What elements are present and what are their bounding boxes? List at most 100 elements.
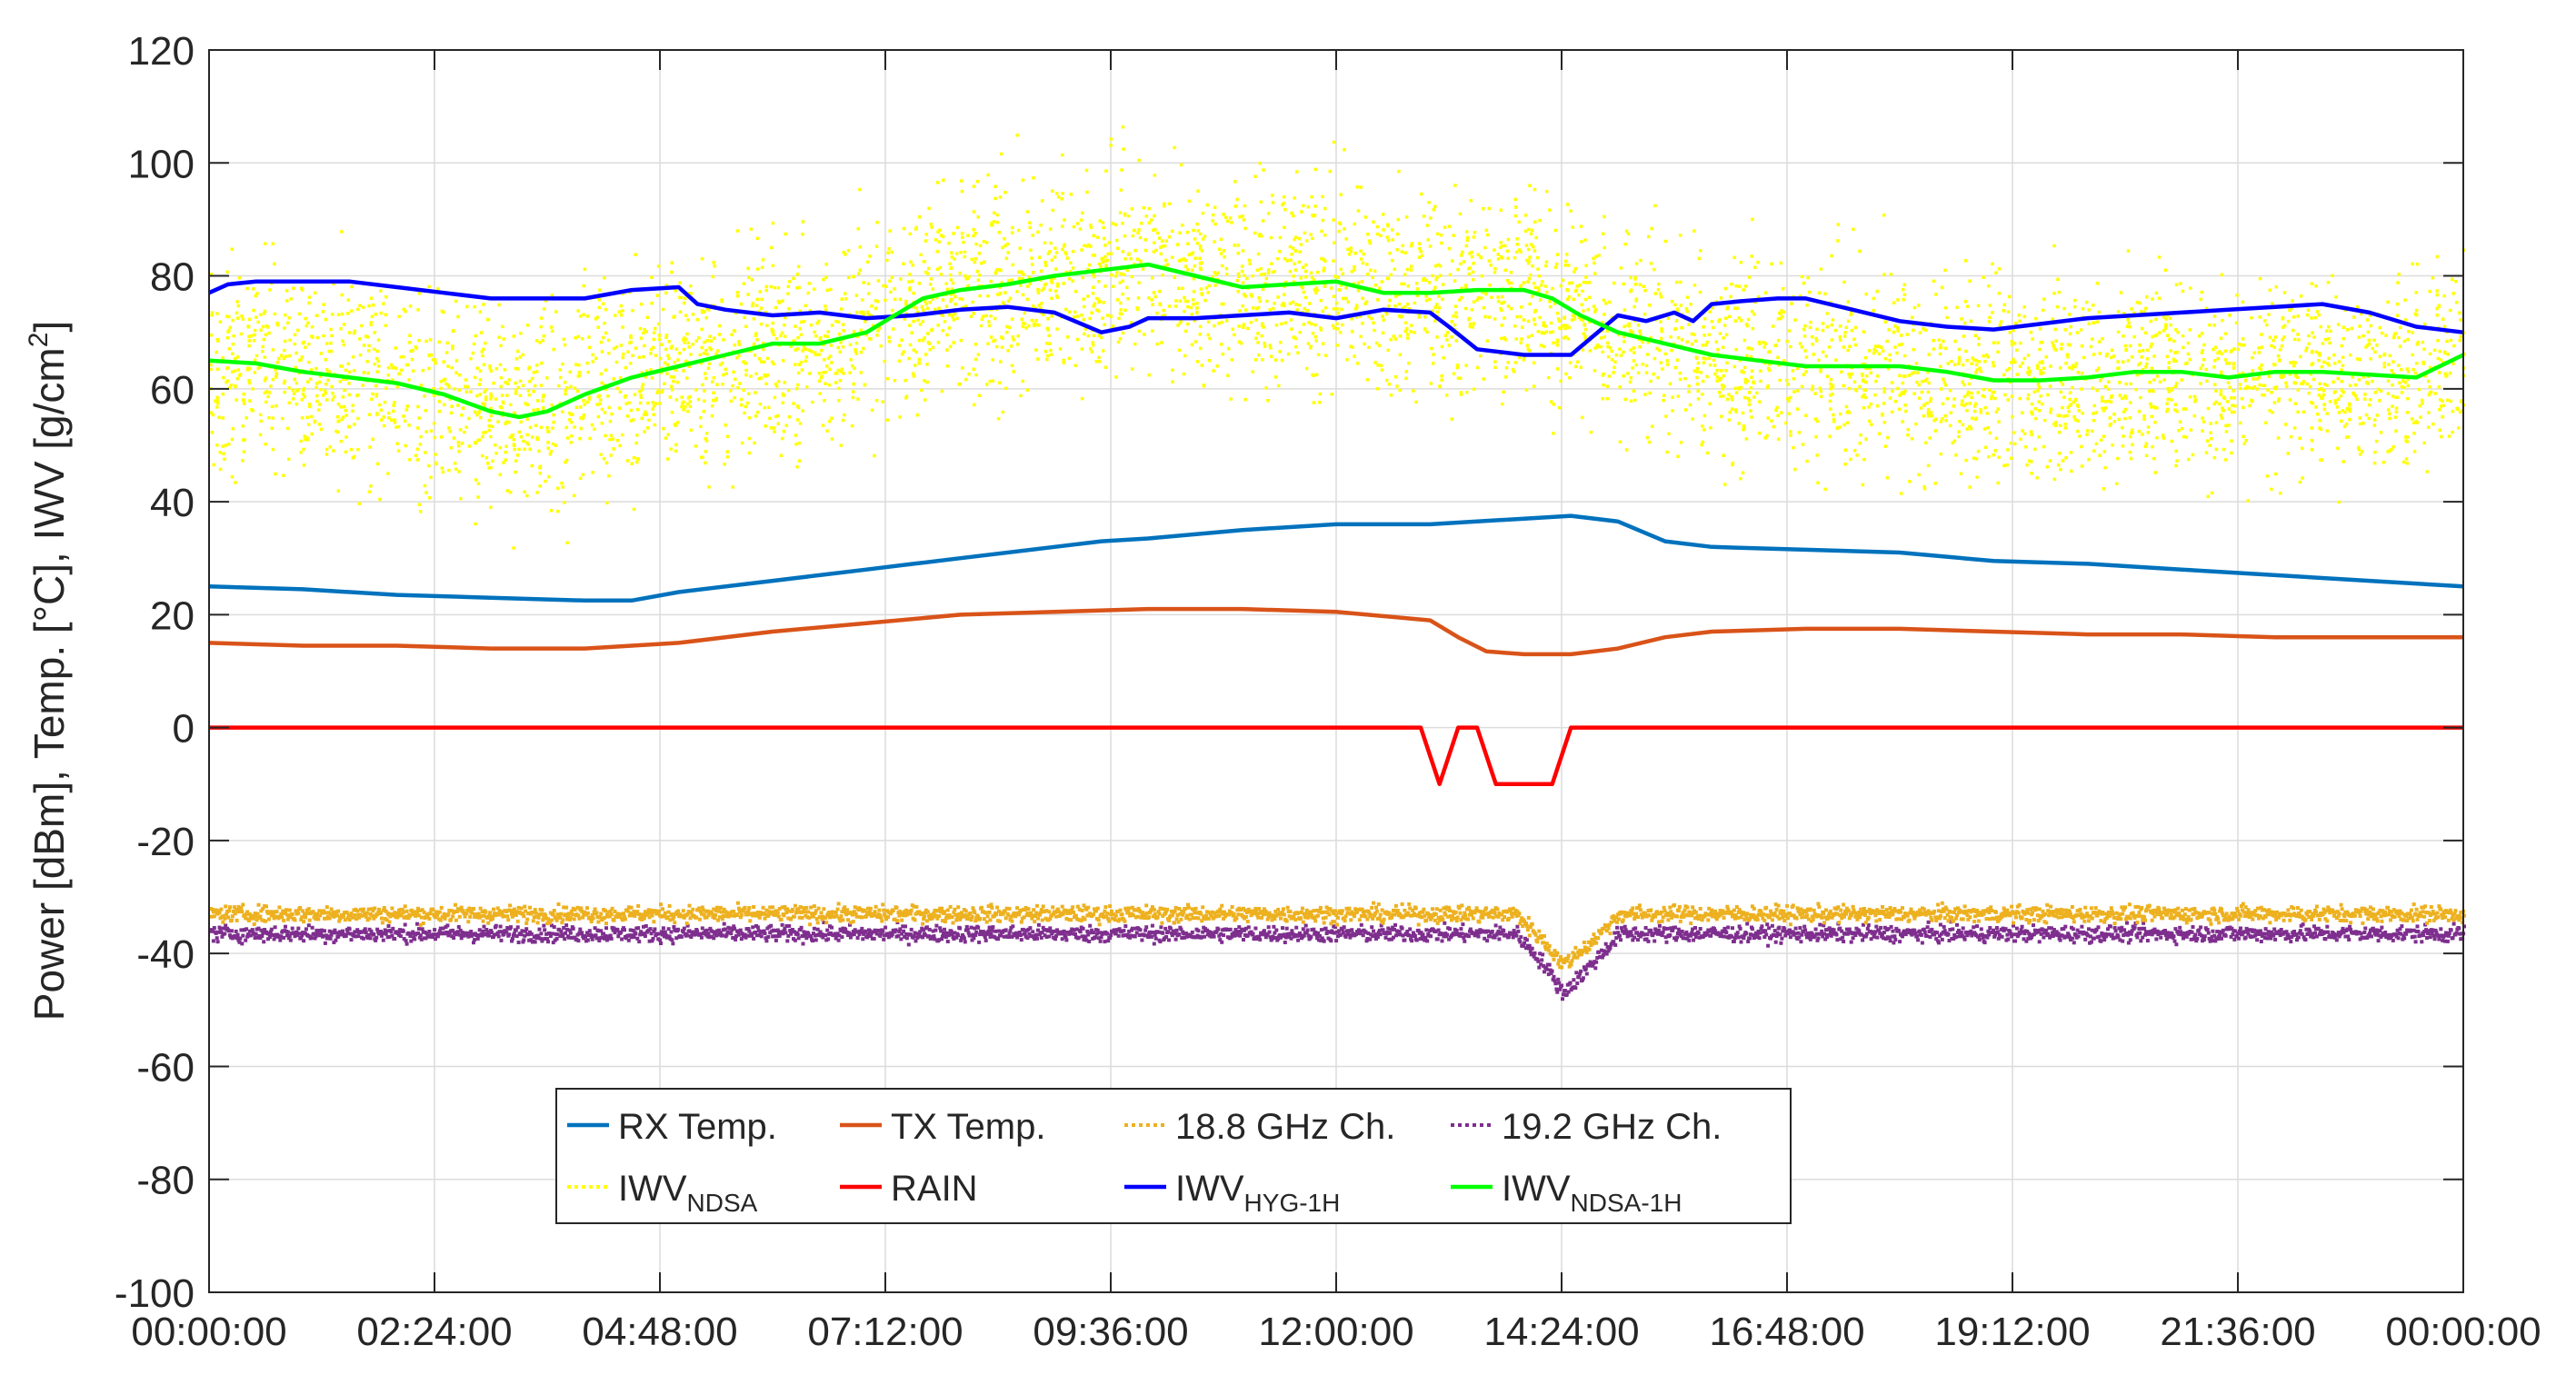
iwv-ndsa-point: [2257, 351, 2261, 354]
iwv-ndsa-point: [347, 425, 352, 429]
iwv-ndsa-point: [2180, 426, 2184, 431]
iwv-ndsa-point: [1939, 420, 1943, 423]
iwv-ndsa-point: [1522, 358, 1526, 362]
iwv-ndsa-point: [1331, 324, 1335, 328]
iwv-ndsa-point: [1288, 244, 1293, 249]
iwv-ndsa-point: [230, 474, 235, 479]
iwv-ndsa-point: [2205, 379, 2209, 384]
iwv-ndsa-point: [1787, 412, 1792, 415]
iwv-ndsa-point: [1140, 221, 1143, 225]
iwv-ndsa-point: [617, 310, 622, 314]
iwv-ndsa-point: [1606, 341, 1610, 345]
iwv-ndsa-point: [1819, 267, 1823, 271]
iwv-ndsa-point: [2124, 348, 2128, 353]
iwv-ndsa-point: [404, 309, 407, 314]
iwv-ndsa-point: [1192, 277, 1196, 281]
iwv-ndsa-point: [991, 358, 994, 362]
iwv-ndsa-point: [1579, 317, 1583, 322]
iwv-ndsa-point: [1435, 232, 1440, 236]
iwv-ndsa-point: [772, 426, 776, 430]
iwv-ndsa-point: [973, 403, 976, 407]
iwv-ndsa-point: [2082, 355, 2086, 360]
iwv-ndsa-point: [1212, 369, 1215, 373]
iwv-ndsa-point: [1747, 399, 1752, 403]
iwv-ndsa-point: [1603, 214, 1606, 219]
iwv-ndsa-point: [643, 430, 646, 433]
iwv-ndsa-point: [234, 481, 237, 484]
iwv-ndsa-point: [313, 420, 317, 424]
iwv-ndsa-point: [2411, 367, 2415, 372]
iwv-ndsa-point: [376, 359, 381, 364]
iwv-ndsa-point: [483, 402, 486, 406]
iwv-ndsa-point: [2028, 369, 2032, 374]
iwv-ndsa-point: [481, 354, 484, 358]
iwv-ndsa-point: [339, 439, 343, 443]
iwv-ndsa-point: [1509, 306, 1513, 311]
iwv-ndsa-point: [215, 367, 220, 371]
iwv-ndsa-point: [288, 338, 292, 342]
iwv-ndsa-point: [2445, 339, 2449, 344]
iwv-ndsa-point: [771, 264, 775, 267]
iwv-ndsa-point: [1400, 250, 1404, 254]
iwv-ndsa-point: [2192, 413, 2197, 418]
iwv-ndsa-point: [1731, 463, 1734, 467]
iwv-ndsa-point: [943, 320, 947, 324]
iwv-ndsa-point: [283, 390, 286, 394]
iwv-ndsa-point: [1539, 344, 1543, 347]
iwv-ndsa-point: [2140, 326, 2144, 331]
iwv-ndsa-point: [325, 398, 329, 402]
iwv-ndsa-point: [1675, 280, 1679, 284]
iwv-ndsa-point: [2445, 374, 2449, 378]
iwv-ndsa-point: [2292, 381, 2297, 384]
iwv-ndsa-point: [1730, 407, 1734, 411]
iwv-ndsa-point: [1164, 258, 1168, 263]
iwv-ndsa-point: [1270, 262, 1273, 265]
iwv-ndsa-point: [1607, 354, 1611, 359]
iwv-ndsa-point: [1183, 309, 1186, 314]
iwv-ndsa-point: [2035, 364, 2040, 367]
iwv-ndsa-point: [2057, 430, 2062, 434]
iwv-ndsa-point: [2130, 307, 2133, 311]
iwv-ndsa-point: [1864, 380, 1869, 384]
iwv-ndsa-point: [1493, 360, 1497, 364]
iwv-ndsa-point: [652, 337, 655, 342]
iwv-ndsa-point: [2411, 353, 2414, 357]
iwv-ndsa-point: [935, 267, 940, 272]
iwv-ndsa-point: [2288, 373, 2292, 376]
iwv-ndsa-point: [1595, 345, 1599, 349]
iwv-ndsa-point: [2146, 431, 2151, 434]
iwv-ndsa-point: [818, 392, 822, 395]
iwv-ndsa-point: [1662, 398, 1665, 403]
iwv-ndsa-point: [2167, 366, 2171, 370]
iwv-ndsa-point: [1361, 261, 1365, 265]
iwv-ndsa-point: [1436, 263, 1441, 267]
iwv-ndsa-point: [2271, 302, 2274, 305]
iwv-ndsa-point: [958, 297, 963, 301]
iwv-ndsa-point: [1118, 337, 1123, 341]
iwv-ndsa-point: [979, 261, 983, 265]
iwv-ndsa-point: [836, 386, 841, 391]
iwv-ndsa-point: [2334, 295, 2338, 299]
iwv-ndsa-point: [264, 376, 267, 380]
iwv-ndsa-point: [1979, 408, 1982, 412]
iwv-ndsa-point: [2163, 268, 2168, 273]
iwv-ndsa-point: [255, 315, 258, 319]
iwv-ndsa-point: [2260, 364, 2263, 367]
iwv-ndsa-point: [1496, 299, 1501, 304]
iwv-ndsa-point: [1713, 372, 1717, 376]
iwv-ndsa-point: [1027, 324, 1031, 328]
iwv-ndsa-point: [2173, 384, 2177, 389]
iwv-ndsa-point: [1028, 282, 1032, 286]
iwv-ndsa-point: [1456, 267, 1460, 272]
iwv-ndsa-point: [1957, 355, 1962, 360]
iwv-ndsa-point: [2062, 306, 2066, 311]
iwv-ndsa-point: [2073, 418, 2078, 422]
iwv-ndsa-point: [2347, 407, 2351, 412]
iwv-ndsa-point: [1968, 424, 1972, 429]
iwv-ndsa-point: [2054, 423, 2058, 428]
iwv-ndsa-point: [1422, 214, 1426, 218]
iwv-ndsa-point: [1509, 271, 1513, 274]
iwv-ndsa-point: [1318, 401, 1322, 404]
iwv-ndsa-point: [1403, 329, 1407, 334]
iwv-ndsa-point: [1993, 449, 1997, 453]
